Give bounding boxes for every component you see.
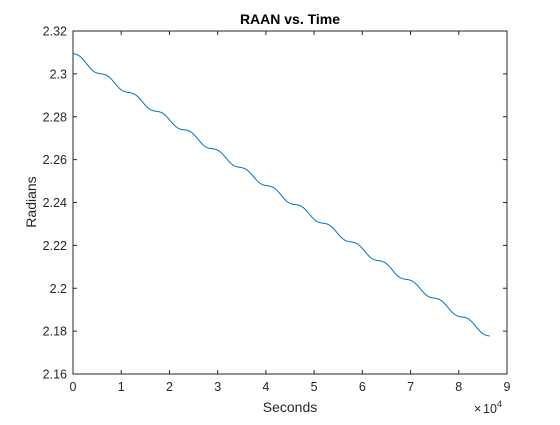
x-tick-label: 8 <box>455 380 462 394</box>
x-exponent-label: × 10 4 <box>474 399 502 416</box>
y-tick-label: 2.24 <box>43 196 67 210</box>
x-tick-label: 3 <box>214 380 221 394</box>
y-tick-label: 2.32 <box>43 25 67 39</box>
x-axis-label: Seconds <box>263 399 317 415</box>
x-tick-label: 1 <box>118 380 125 394</box>
y-tick-label: 2.2 <box>50 282 67 296</box>
chart-title: RAAN vs. Time <box>240 11 340 27</box>
x-ticks: 0 1 2 3 4 5 6 7 8 9 <box>70 31 511 394</box>
y-tick-label: 2.22 <box>43 239 67 253</box>
plot-area <box>73 31 507 374</box>
y-ticks: 2.16 2.18 2.2 2.22 2.24 2.26 2.28 2.3 2.32 <box>43 25 507 382</box>
x-tick-label: 5 <box>311 380 318 394</box>
x-tick-label: 7 <box>407 380 414 394</box>
y-tick-label: 2.3 <box>50 67 67 81</box>
x-exponent-base: 10 <box>483 402 497 416</box>
y-tick-label: 2.16 <box>43 368 67 382</box>
y-tick-label: 2.18 <box>43 325 67 339</box>
svg-text:×: × <box>474 402 481 416</box>
x-tick-label: 0 <box>70 380 77 394</box>
x-tick-label: 2 <box>166 380 173 394</box>
y-tick-label: 2.26 <box>43 153 67 167</box>
x-tick-label: 9 <box>504 380 511 394</box>
x-exponent-power: 4 <box>497 399 502 409</box>
x-tick-label: 6 <box>359 380 366 394</box>
x-tick-label: 4 <box>262 380 269 394</box>
y-tick-label: 2.28 <box>43 110 67 124</box>
raan-series-line <box>72 53 490 337</box>
y-axis-label: Radians <box>23 176 39 227</box>
